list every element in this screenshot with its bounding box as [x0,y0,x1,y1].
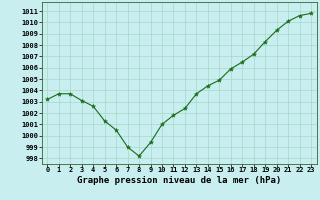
X-axis label: Graphe pression niveau de la mer (hPa): Graphe pression niveau de la mer (hPa) [77,176,281,185]
